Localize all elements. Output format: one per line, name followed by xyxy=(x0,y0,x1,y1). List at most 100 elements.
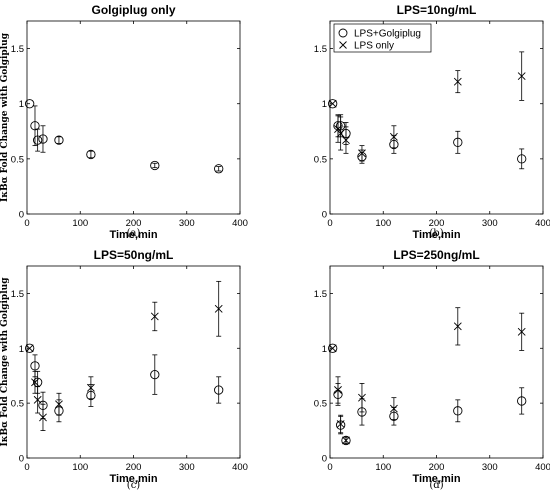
data-point-x xyxy=(389,404,398,413)
data-point-x xyxy=(453,77,462,86)
series-circle xyxy=(25,343,224,423)
chart-panel-4: 0 100 200 300 400 0 0.5 1 1.5 LPS=250ng/mL Time,mi… xyxy=(314,248,550,491)
data-point-x xyxy=(328,344,337,353)
y-tick-label: 0.5 xyxy=(11,154,24,165)
chart-title: LPS=10ng/mL xyxy=(397,3,477,17)
x-tick-label: 200 xyxy=(126,218,142,229)
y-tick-label: 1 xyxy=(322,344,327,355)
x-tick-label: 300 xyxy=(482,218,498,229)
chart-title: LPS=50ng/mL xyxy=(94,248,174,262)
data-point-x xyxy=(39,413,47,422)
x-tick-label: 100 xyxy=(375,462,391,473)
x-axis-label: Time,min xyxy=(109,229,157,241)
chart-title: Golgiplug only xyxy=(92,3,176,17)
x-tick-label: 0 xyxy=(327,462,332,473)
x-axis-label: Time,min xyxy=(412,229,460,241)
data-point-x xyxy=(214,304,223,313)
data-point-circle xyxy=(214,164,224,174)
data-point-circle xyxy=(25,99,35,109)
legend-marker-x xyxy=(339,41,347,49)
data-point-x xyxy=(342,136,350,145)
y-axis-label: IκBα Fold Change with Golgiplug xyxy=(0,32,10,202)
y-tick-label: 1 xyxy=(19,344,24,355)
y-tick-label: 0.5 xyxy=(11,399,24,410)
data-point-x xyxy=(55,400,63,409)
legend-marker-circle xyxy=(338,28,348,38)
data-point-circle xyxy=(517,396,527,406)
data-point-circle xyxy=(341,435,351,446)
legend-label: LPS only xyxy=(354,41,394,52)
x-tick-label: 200 xyxy=(429,462,445,473)
data-point-x xyxy=(358,149,366,158)
data-point-circle xyxy=(30,121,40,131)
data-point-circle xyxy=(517,154,527,164)
x-axis-label: Time,min xyxy=(412,473,460,485)
legend-label: LPS+Golgiplug xyxy=(354,29,421,40)
data-point-circle xyxy=(453,137,463,147)
data-point-x xyxy=(86,383,95,392)
y-tick-label: 1.5 xyxy=(314,44,327,55)
panel-caption: (c) xyxy=(127,480,141,491)
x-tick-label: 300 xyxy=(179,462,195,473)
x-axis-label: Time,min xyxy=(109,473,157,485)
series-lps-only xyxy=(328,307,526,445)
data-point-x xyxy=(31,378,39,387)
chart-panel-3: 0 100 200 300 400 0 0.5 1 1.5 LPS=50ng/mL Time,min… xyxy=(0,248,248,491)
y-tick-label: 1.5 xyxy=(11,289,24,300)
data-point-circle xyxy=(453,406,463,416)
x-tick-label: 300 xyxy=(179,218,195,229)
chart-title: LPS=250ng/mL xyxy=(393,248,479,262)
series-lps-only xyxy=(328,51,526,162)
panel-caption: (b) xyxy=(429,228,443,239)
y-tick-label: 0.5 xyxy=(314,154,327,165)
data-point-x xyxy=(389,132,398,141)
legend-box xyxy=(333,23,432,53)
x-tick-label: 100 xyxy=(72,218,88,229)
data-point-circle xyxy=(328,99,338,109)
plot-frame xyxy=(26,20,241,215)
y-tick-label: 0.5 xyxy=(314,399,327,410)
x-tick-label: 200 xyxy=(429,218,445,229)
data-point-circle xyxy=(38,134,48,144)
series-circle xyxy=(25,99,224,174)
data-point-x xyxy=(517,327,526,336)
x-tick-label: 0 xyxy=(327,218,332,229)
y-tick-label: 0 xyxy=(322,454,327,465)
plot-frame xyxy=(26,265,241,459)
panel-caption: (a) xyxy=(127,228,141,239)
data-point-x xyxy=(336,129,345,138)
data-point-circle xyxy=(328,343,338,353)
data-point-x xyxy=(517,72,526,81)
data-point-x xyxy=(342,436,350,445)
x-tick-label: 400 xyxy=(232,218,248,229)
data-point-x xyxy=(453,322,462,331)
x-tick-label: 100 xyxy=(72,462,88,473)
y-tick-label: 1 xyxy=(19,99,24,110)
panel-caption: (d) xyxy=(429,480,443,491)
data-point-circle xyxy=(33,135,43,145)
data-point-x xyxy=(328,99,337,108)
data-point-circle xyxy=(150,369,160,380)
series-lps-only xyxy=(25,280,223,431)
x-tick-label: 300 xyxy=(482,462,498,473)
plot-frame xyxy=(329,265,544,459)
chart-panel-1: 0 100 200 300 400 0 0.5 1 1.5 Golgiplug only Time,… xyxy=(0,3,248,241)
x-tick-label: 400 xyxy=(535,462,550,473)
data-point-x xyxy=(33,395,42,404)
x-tick-label: 0 xyxy=(24,462,29,473)
x-tick-label: 400 xyxy=(232,462,248,473)
y-tick-label: 0 xyxy=(19,210,24,221)
data-point-x xyxy=(358,393,366,402)
y-tick-label: 0 xyxy=(322,210,327,221)
chart-panel-2: 0 100 200 300 400 0 0.5 1 1.5 LPS=10ng/mL Time,min… xyxy=(314,3,550,241)
data-point-circle xyxy=(214,385,224,395)
data-point-x xyxy=(150,312,159,321)
data-point-circle xyxy=(54,135,64,145)
data-point-circle xyxy=(86,149,96,160)
x-tick-label: 0 xyxy=(24,218,29,229)
data-point-circle xyxy=(30,361,40,371)
data-point-x xyxy=(334,386,342,394)
y-tick-label: 1.5 xyxy=(11,44,24,55)
